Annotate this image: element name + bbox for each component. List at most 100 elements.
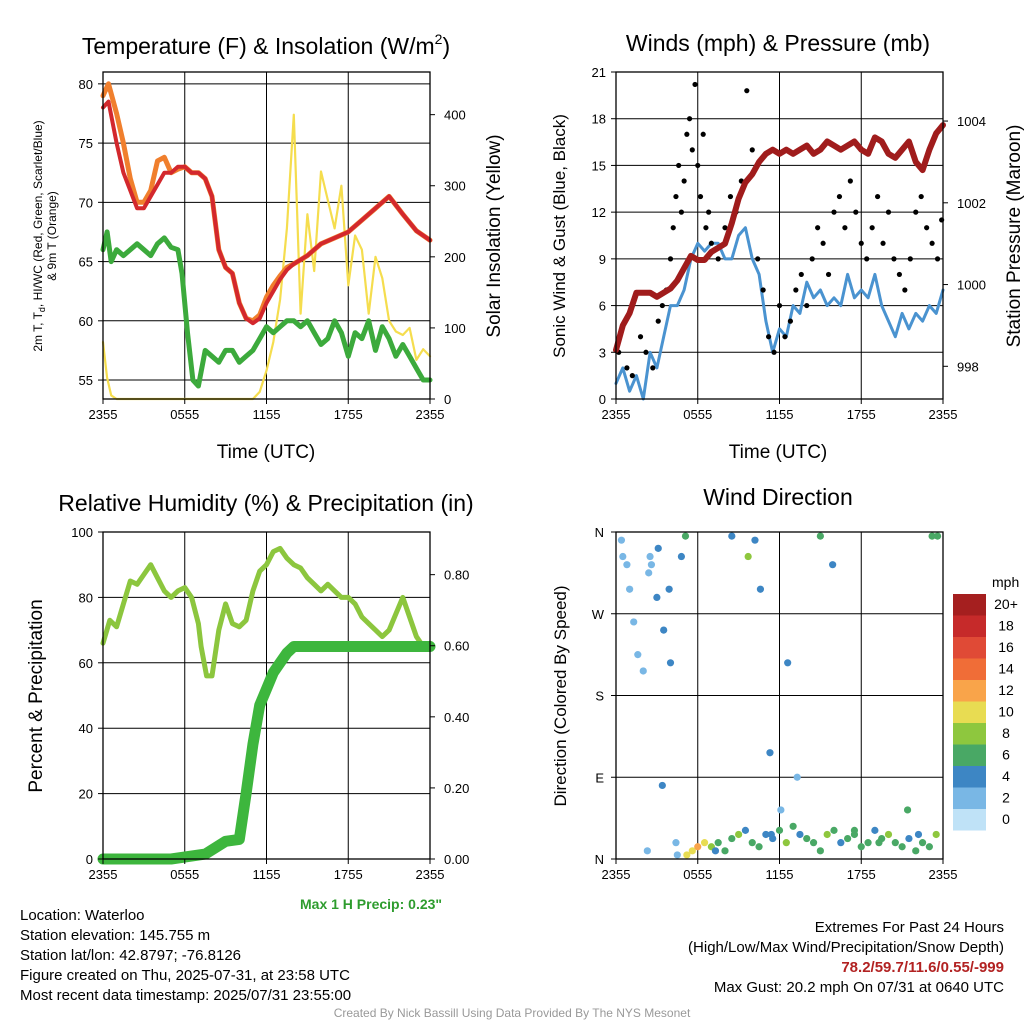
figure-created: Figure created on Thu, 2025-07-31, at 23… — [20, 967, 350, 984]
y-tick-label-left: 15 — [592, 158, 606, 173]
series-point — [673, 193, 679, 200]
direction-point — [748, 839, 756, 847]
series-point — [706, 209, 712, 215]
direction-point — [928, 532, 936, 540]
legend-label: 12 — [998, 682, 1014, 698]
temp-title: Temperature (F) & Insolation (W/m2) — [82, 31, 450, 59]
legend-label: 6 — [1002, 747, 1010, 763]
legend-label: 8 — [1002, 725, 1010, 741]
series-line — [97, 641, 436, 865]
series-point — [858, 240, 864, 246]
direction-point — [672, 839, 680, 847]
direction-point — [766, 749, 774, 757]
legend-swatch — [953, 723, 986, 745]
series-point — [689, 147, 695, 153]
y-tick-label-left: 3 — [599, 345, 606, 360]
direction-point — [898, 843, 906, 851]
legend-label: 0 — [1002, 811, 1010, 827]
legend-label: 16 — [998, 639, 1014, 655]
direction-point — [751, 536, 759, 544]
direction-point — [645, 569, 653, 577]
x-tick-label: 2355 — [929, 867, 958, 882]
direction-point — [784, 659, 792, 667]
y-tick-label-right: 200 — [444, 250, 466, 265]
direction-point — [932, 830, 940, 839]
direction-point — [639, 667, 647, 675]
x-tick-label: 2355 — [89, 407, 118, 422]
series-point — [853, 209, 859, 215]
y-tick-label-left: 60 — [79, 314, 93, 329]
y-tick-label-right: 0.00 — [444, 852, 469, 867]
direction-point — [744, 552, 752, 561]
direction-point — [755, 843, 763, 851]
x-tick-label: 1755 — [334, 407, 363, 422]
station-latlon: Station lat/lon: 42.8797; -76.8126 — [20, 947, 242, 964]
direction-point — [864, 839, 872, 847]
direction-point — [711, 847, 720, 855]
y-tick-label-right: 300 — [444, 179, 466, 194]
series-point — [934, 256, 941, 262]
legend-label: 10 — [998, 704, 1014, 720]
series-point — [776, 302, 783, 309]
direction-point — [912, 847, 920, 855]
series-point — [749, 147, 755, 153]
direction-point — [767, 830, 775, 839]
direction-point — [683, 851, 691, 859]
series-point — [676, 162, 682, 169]
y-tick-label-left: 60 — [79, 656, 93, 671]
series-point — [896, 271, 903, 278]
y-tick-label-right: 1000 — [957, 278, 986, 293]
series-point — [782, 334, 788, 340]
series-point — [637, 334, 644, 340]
extremes-info: Extremes For Past 24 Hours (High/Low/Max… — [688, 918, 1004, 998]
series-point — [875, 193, 881, 200]
direction-point — [844, 834, 852, 843]
series-point — [686, 116, 693, 122]
series-point — [667, 256, 674, 262]
y-tick-label-left: 20 — [79, 787, 93, 802]
direction-tick-label: W — [592, 607, 605, 622]
direction-point — [617, 536, 626, 544]
series-point — [913, 209, 919, 215]
wind-ylabel-right: Station Pressure (Maroon) — [1004, 125, 1024, 348]
series-point — [722, 225, 728, 231]
direction-point — [728, 532, 736, 540]
direction-point — [647, 561, 656, 569]
series-point — [929, 240, 935, 246]
series-point — [650, 365, 656, 371]
direction-point — [823, 830, 831, 839]
direction-point — [762, 830, 770, 839]
direction-point — [857, 843, 865, 851]
x-tick-label: 1155 — [253, 407, 281, 422]
y-tick-label-left: 80 — [79, 77, 93, 92]
humidity-panel: 2355 0555 1155 1755 23550204060801000.000.20… — [71, 525, 469, 882]
series-point — [831, 209, 837, 215]
legend-swatch — [953, 744, 986, 766]
direction-point — [630, 618, 638, 626]
y-tick-label-left: 21 — [592, 65, 606, 80]
y-tick-label-right: 0.60 — [444, 639, 469, 654]
series-point — [643, 349, 649, 355]
direction-point — [721, 847, 729, 855]
direction-point — [891, 839, 899, 847]
y-tick-label-right: 1002 — [957, 196, 986, 211]
series-point — [869, 225, 875, 231]
max-precip-note: Max 1 H Precip: 0.23" — [300, 896, 443, 912]
y-tick-label-left: 6 — [599, 299, 606, 314]
y-tick-label-left: 18 — [592, 112, 606, 127]
y-tick-label-left: 55 — [79, 373, 93, 388]
direction-point — [793, 773, 801, 781]
x-tick-label: 2355 — [602, 407, 631, 422]
series-point — [924, 225, 930, 231]
direction-point — [905, 834, 913, 843]
x-tick-label: 1155 — [766, 867, 794, 882]
series-point — [918, 193, 924, 200]
direction-point — [803, 834, 811, 843]
direction-point — [654, 544, 662, 552]
wind-title: Winds (mph) & Pressure (mb) — [626, 30, 930, 56]
series-point — [793, 287, 799, 293]
extremes-values: 78.2/59.7/11.6/0.55/-999 — [841, 959, 1004, 976]
direction-point — [789, 822, 797, 830]
y-tick-label-right: 0.80 — [444, 568, 469, 583]
